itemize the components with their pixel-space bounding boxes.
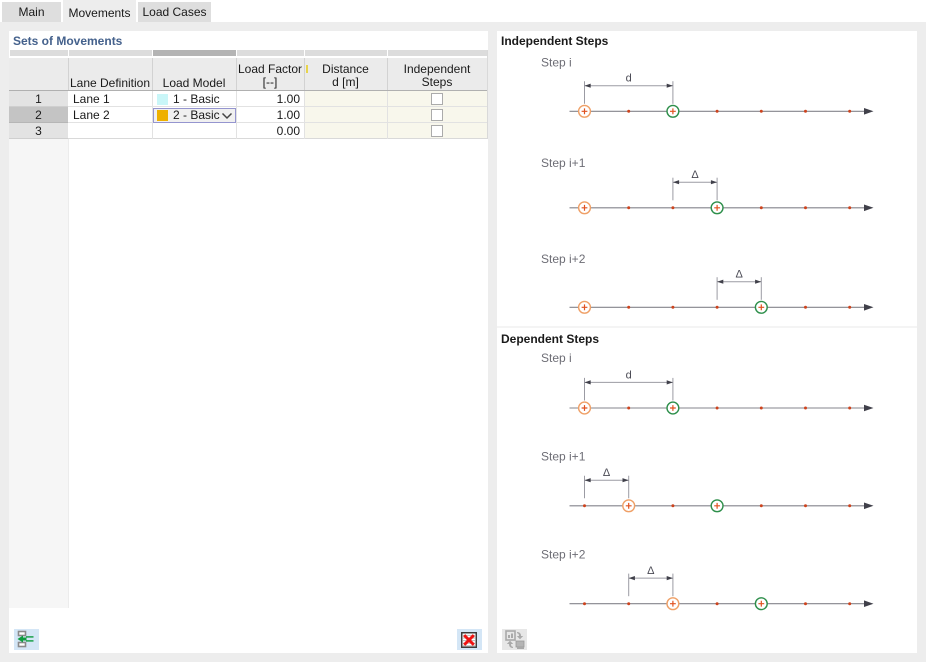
- svg-text:Step i: Step i: [541, 56, 572, 70]
- svg-text:d: d: [626, 369, 632, 381]
- svg-text:Step i+2: Step i+2: [541, 252, 586, 266]
- svg-text:Dependent Steps: Dependent Steps: [501, 332, 599, 346]
- svg-text:Δ: Δ: [603, 467, 611, 479]
- svg-text:Step i+1: Step i+1: [541, 156, 586, 170]
- svg-text:Δ: Δ: [691, 169, 699, 181]
- svg-text:d: d: [626, 73, 632, 85]
- svg-text:Step i+1: Step i+1: [541, 450, 586, 464]
- svg-text:Step i: Step i: [541, 351, 572, 365]
- svg-text:Independent Steps: Independent Steps: [501, 34, 609, 48]
- svg-text:Step i+2: Step i+2: [541, 548, 586, 562]
- svg-text:Δ: Δ: [736, 269, 744, 281]
- svg-text:Δ: Δ: [647, 565, 655, 577]
